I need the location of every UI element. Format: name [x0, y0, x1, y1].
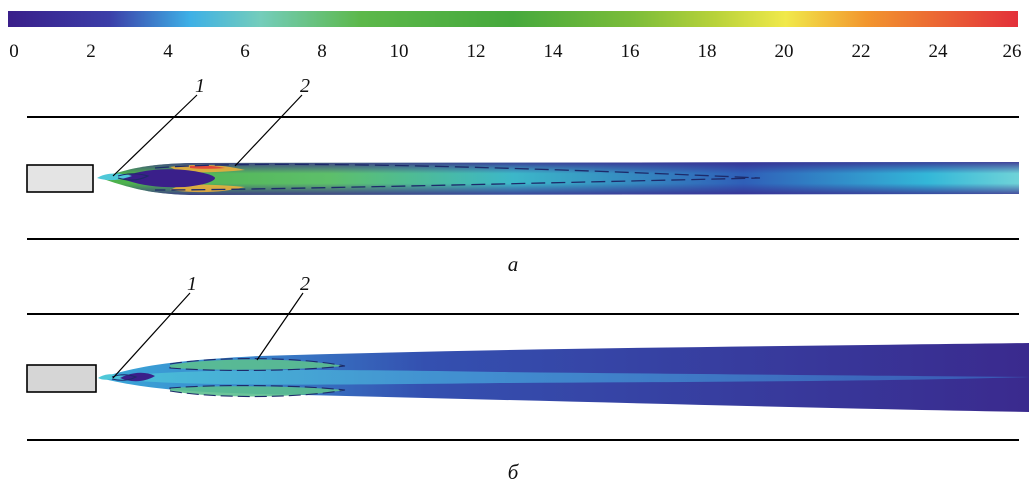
- colorbar-tick: 2: [86, 41, 96, 62]
- jet-plume: [98, 343, 1029, 412]
- colorbar-tick: 22: [852, 41, 871, 62]
- colorbar: [8, 11, 1018, 27]
- callout-label-1: 1: [187, 273, 197, 295]
- colorbar-tick: 6: [240, 41, 250, 62]
- colorbar-tick: 12: [467, 41, 486, 62]
- contour-1: [111, 374, 138, 381]
- callout-label-2: 2: [300, 75, 310, 97]
- callout-leader-1: [112, 94, 198, 177]
- panel-label-b: б: [508, 460, 520, 484]
- colorbar-tick: 0: [9, 41, 19, 62]
- colorbar-tick: 18: [698, 41, 717, 62]
- callout-leader-1: [112, 292, 191, 379]
- colorbar-tick: 8: [317, 41, 327, 62]
- callout-leader-2: [234, 94, 303, 167]
- nozzle: [26, 164, 94, 193]
- potential-core: [120, 169, 215, 188]
- contour-2: [154, 163, 761, 191]
- panel-b: 1 2 б: [26, 273, 1029, 484]
- callout-label-1: 1: [195, 75, 205, 97]
- jet-plume: [97, 162, 1019, 195]
- callout-leader-2: [256, 292, 304, 361]
- contour-1: [117, 173, 150, 181]
- colorbar-tick: 10: [390, 41, 409, 62]
- nozzle: [26, 364, 97, 393]
- colorbar-tick: 26: [1003, 41, 1022, 62]
- colorbar-ticks: 0 2 4 6 8 10 12 14 16 18 20 22 24 26: [9, 41, 1021, 62]
- colorbar-tick: 14: [544, 41, 564, 62]
- colorbar-tick: 16: [621, 41, 640, 62]
- callout-label-2: 2: [300, 273, 310, 295]
- colorbar-tick: 24: [929, 41, 949, 62]
- contour-2: [169, 358, 346, 372]
- colorbar-tick: 20: [775, 41, 794, 62]
- panel-a: 1 2 а: [26, 75, 1019, 276]
- colorbar-tick: 4: [163, 41, 173, 62]
- panel-label-a: а: [508, 252, 519, 276]
